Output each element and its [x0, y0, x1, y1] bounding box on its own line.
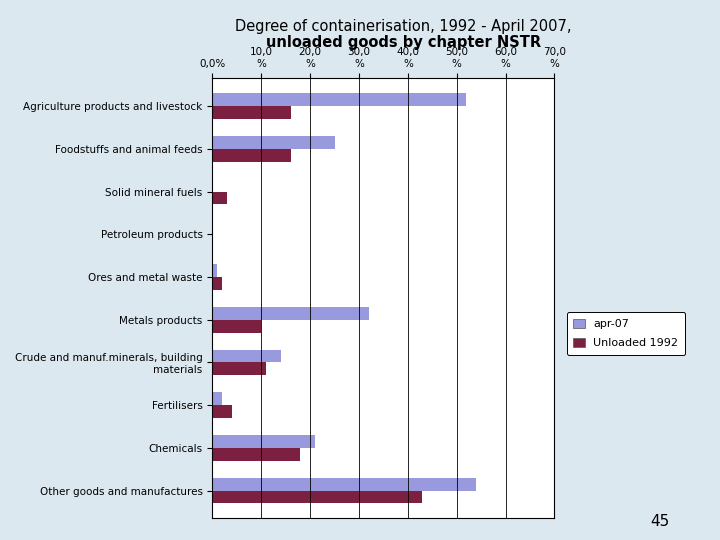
- Bar: [212, 349, 281, 362]
- Bar: [212, 149, 291, 161]
- Bar: [212, 405, 232, 418]
- Bar: [212, 393, 222, 405]
- Bar: [212, 362, 266, 375]
- Bar: [212, 264, 217, 277]
- Title: Degree of containerisation, 1992 - April 2007,
unloaded goods by chapter NSTR: Degree of containerisation, 1992 - April…: [0, 539, 1, 540]
- Text: unloaded goods by chapter NSTR: unloaded goods by chapter NSTR: [266, 35, 541, 50]
- Text: 45: 45: [650, 514, 670, 529]
- Bar: [212, 106, 291, 119]
- Bar: [212, 93, 467, 106]
- Bar: [212, 448, 300, 461]
- Bar: [212, 320, 261, 333]
- Bar: [212, 136, 335, 149]
- Legend: apr-07, Unloaded 1992: apr-07, Unloaded 1992: [567, 312, 685, 355]
- Text: Degree of containerisation, 1992 - April 2007,: Degree of containerisation, 1992 - April…: [235, 19, 572, 34]
- Bar: [212, 192, 227, 204]
- Bar: [212, 307, 369, 320]
- Bar: [212, 435, 315, 448]
- Bar: [212, 491, 423, 503]
- Bar: [212, 478, 476, 491]
- Bar: [212, 277, 222, 290]
